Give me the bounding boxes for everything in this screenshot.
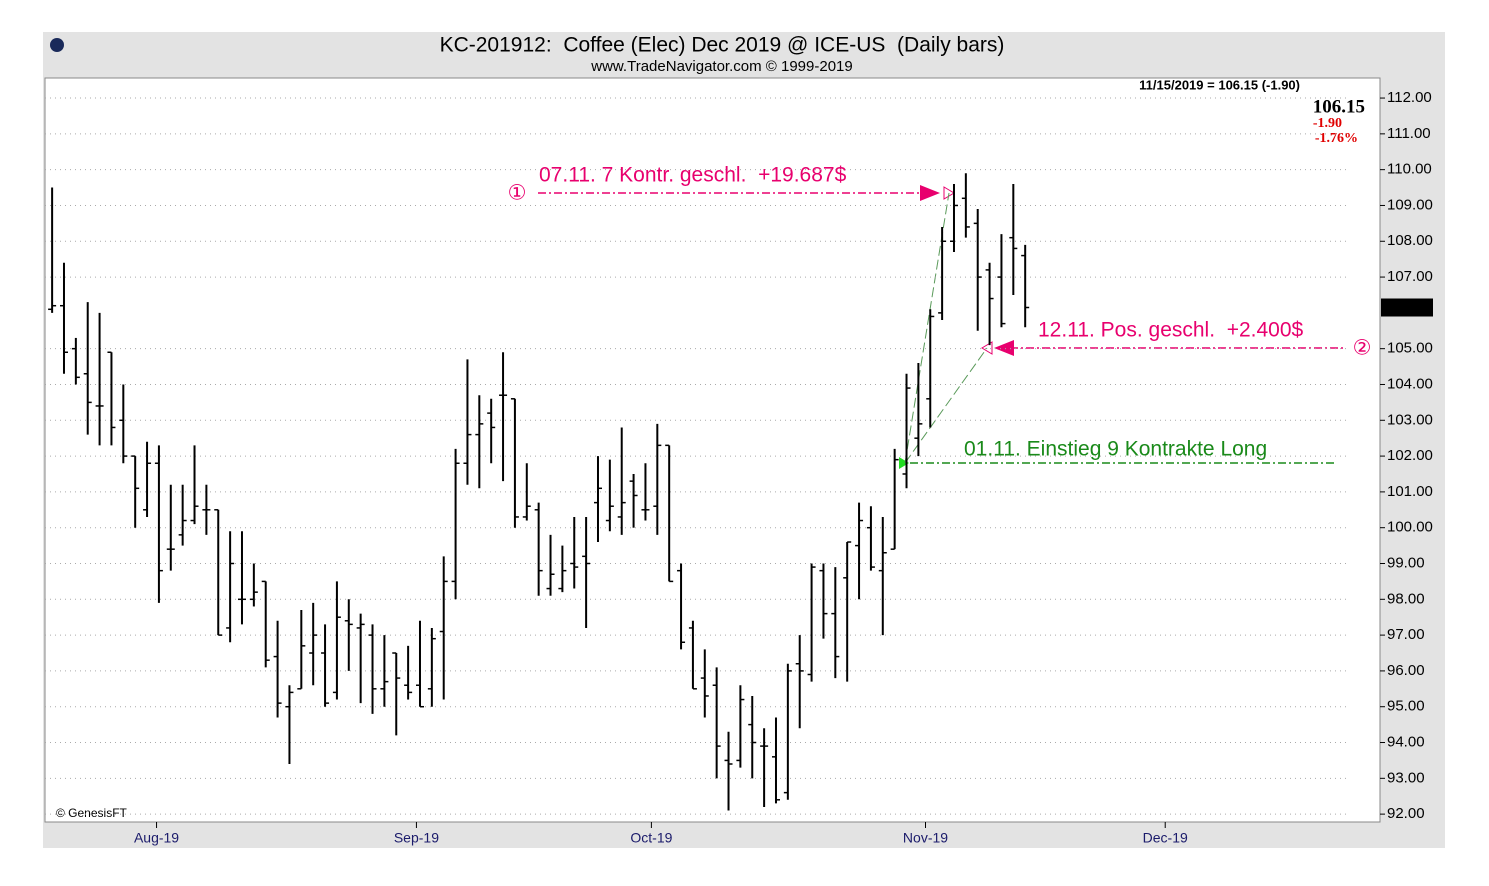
annotation: 01.11. Einstieg 9 Kontrakte Long <box>964 438 1267 461</box>
y-tick-label: 107.00 <box>1387 268 1433 285</box>
annotation-arrow <box>994 340 1014 356</box>
y-tick-label: 104.00 <box>1387 375 1433 392</box>
y-tick-label: 102.00 <box>1387 447 1433 464</box>
last-price: 106.15 <box>1313 96 1365 117</box>
y-tick-label: 99.00 <box>1387 554 1425 571</box>
y-tick-label: 100.00 <box>1387 519 1433 536</box>
price-box-label: 106.15 <box>1384 298 1430 315</box>
y-tick-label: 101.00 <box>1387 483 1433 500</box>
y-tick-label: 95.00 <box>1387 698 1425 715</box>
annotation: 07.11. 7 Kontr. geschl. +19.687$ <box>539 164 847 187</box>
x-tick-label: Aug-19 <box>134 830 179 846</box>
axes: 92.00 93.00 94.00 95.00 96.00 97.00 98.00 99.00… <box>45 89 1433 846</box>
y-tick-label: 97.00 <box>1387 626 1425 643</box>
logo <box>50 38 64 52</box>
chart-title: KC-201912: Coffee (Elec) Dec 2019 @ ICE-… <box>440 34 1005 57</box>
bars <box>48 173 1030 811</box>
y-tick-label: 109.00 <box>1387 196 1433 213</box>
y-tick-label: 110.00 <box>1387 161 1432 178</box>
trade-marker <box>899 457 909 469</box>
x-tick-label: Dec-19 <box>1143 830 1188 846</box>
change: -1.90 <box>1313 116 1342 131</box>
copyright: © GenesisFT <box>56 806 128 820</box>
annotation: ① <box>508 182 527 205</box>
header-quote: 11/15/2019 = 106.15 (-1.90) <box>1139 77 1300 92</box>
y-tick-label: 111.00 <box>1387 125 1431 142</box>
y-tick-label: 98.00 <box>1387 590 1425 607</box>
trade-marker <box>981 341 993 355</box>
y-tick-label: 105.00 <box>1387 340 1433 357</box>
y-tick-label: 96.00 <box>1387 662 1425 679</box>
change-pct: -1.76% <box>1315 131 1358 146</box>
chart-subtitle: www.TradeNavigator.com © 1999-2019 <box>590 58 852 75</box>
y-tick-label: 112.00 <box>1387 89 1432 106</box>
y-tick-label: 108.00 <box>1387 232 1433 249</box>
y-tick-label: 93.00 <box>1387 769 1425 786</box>
annotation-arrow <box>920 185 940 201</box>
annotation: ② <box>1353 337 1372 360</box>
y-tick-label: 103.00 <box>1387 411 1433 428</box>
x-tick-label: Nov-19 <box>903 830 948 846</box>
price-box <box>1381 298 1433 317</box>
annotation: 12.11. Pos. geschl. +2.400$ <box>1038 319 1304 342</box>
x-tick-label: Oct-19 <box>630 830 672 846</box>
plot-area <box>44 77 1381 823</box>
y-tick-label: 92.00 <box>1387 805 1425 822</box>
y-tick-label: 94.00 <box>1387 733 1425 750</box>
x-tick-label: Sep-19 <box>394 830 439 846</box>
